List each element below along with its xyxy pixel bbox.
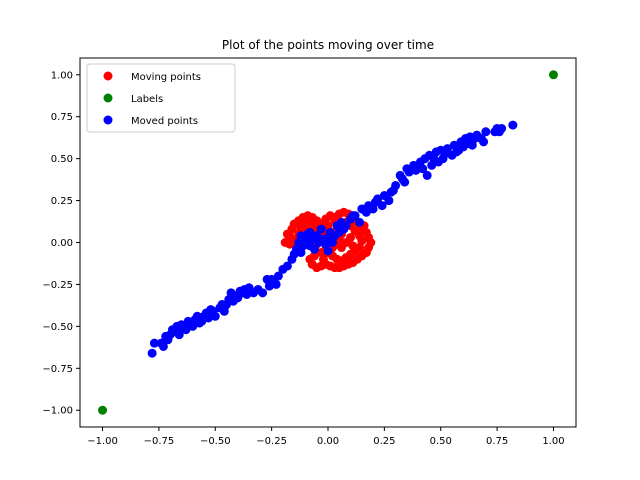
scatter-point — [271, 279, 281, 289]
scatter-point — [181, 325, 191, 335]
series-2 — [147, 120, 518, 358]
x-axis: −1.00 −0.75 −0.50 −0.25 0.00 0.25 0.50 0.75 1.00 — [87, 427, 565, 447]
scatter-point — [377, 201, 387, 211]
scatter-point — [481, 127, 491, 137]
legend-marker — [103, 115, 113, 125]
x-tick-label: 0.75 — [486, 436, 508, 447]
scatter-point — [508, 120, 518, 130]
legend-label: Moved points — [131, 116, 198, 127]
scatter-point — [548, 70, 558, 80]
x-tick-label: −0.75 — [144, 436, 175, 447]
scatter-point — [388, 186, 398, 195]
scatter-point — [258, 288, 268, 298]
legend: Moving points Labels Moved points — [86, 63, 236, 133]
scatter-point — [400, 177, 410, 187]
y-tick-label: 0.25 — [51, 196, 73, 207]
scatter-point — [413, 162, 423, 172]
scatter-point — [235, 286, 245, 296]
legend-marker — [103, 93, 113, 103]
scatter-point — [285, 239, 295, 249]
scatter-point — [452, 147, 462, 157]
scatter-point — [442, 144, 452, 154]
x-tick-label: 0.50 — [430, 436, 452, 447]
scatter-point — [158, 341, 168, 351]
scatter-point — [318, 254, 328, 264]
y-tick-label: 0.50 — [51, 154, 73, 165]
x-tick-label: −0.50 — [200, 436, 231, 447]
legend-marker — [103, 71, 113, 81]
scatter-point — [348, 241, 358, 251]
scatter-point — [470, 134, 480, 144]
scatter-point — [497, 123, 507, 133]
scatter-point — [384, 196, 394, 206]
x-tick-label: 1.00 — [542, 436, 564, 447]
scatter-point — [296, 217, 306, 227]
scatter-point — [174, 326, 184, 336]
series-1 — [98, 70, 558, 415]
x-tick-label: −0.25 — [256, 436, 287, 447]
scatter-point — [273, 271, 283, 281]
scatter-point — [316, 224, 326, 234]
scatter-point — [210, 311, 220, 321]
points-layer — [98, 70, 558, 415]
scatter-point — [479, 137, 489, 147]
y-tick-label: −0.50 — [42, 322, 73, 333]
y-tick-label: 0.00 — [51, 238, 73, 249]
scatter-point — [305, 227, 315, 237]
legend-label: Labels — [131, 94, 163, 105]
y-tick-label: 1.00 — [51, 70, 73, 81]
x-tick-label: −1.00 — [87, 436, 118, 447]
y-tick-label: −0.75 — [42, 364, 73, 375]
scatter-point — [98, 405, 108, 415]
scatter-point — [309, 251, 319, 261]
scatter-point — [149, 338, 159, 348]
scatter-point — [422, 170, 432, 180]
scatter-point — [337, 243, 347, 253]
legend-label: Moving points — [131, 72, 201, 83]
x-tick-label: 0.25 — [373, 436, 395, 447]
legend-box — [86, 63, 236, 133]
scatter-point — [282, 229, 292, 239]
scatter-point — [323, 246, 333, 256]
scatter-point — [204, 313, 214, 323]
scatter-point — [296, 231, 306, 241]
scatter-point — [282, 261, 292, 271]
y-axis: −1.00 −0.75 −0.50 −0.25 0.00 0.25 0.50 0.75 1.00 — [42, 70, 80, 417]
y-tick-label: 0.75 — [51, 112, 73, 123]
scatter-point — [309, 244, 319, 254]
scatter-point — [355, 217, 365, 227]
scatter-point — [339, 224, 349, 234]
chart-title: Plot of the points moving over time — [222, 38, 434, 52]
scatter-point — [194, 318, 204, 328]
y-tick-label: −0.25 — [42, 280, 73, 291]
scatter-point — [147, 348, 157, 358]
y-tick-label: −1.00 — [42, 406, 73, 417]
scatter-point — [348, 211, 358, 221]
scatter-point — [404, 167, 414, 177]
x-tick-label: 0.00 — [317, 436, 339, 447]
scatter-point — [370, 197, 380, 207]
scatter-point — [219, 303, 229, 313]
